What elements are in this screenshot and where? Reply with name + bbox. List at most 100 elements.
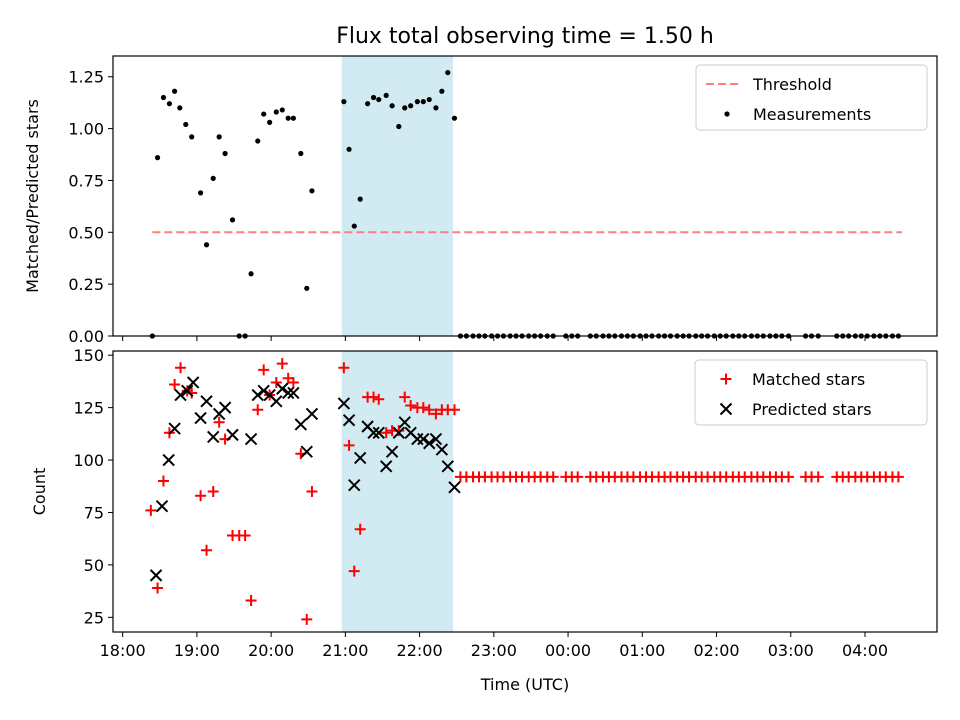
matched-star-point: [213, 416, 225, 428]
legend-predicted-swatch: [719, 402, 733, 416]
measurement-point: [370, 94, 377, 101]
predicted-star-point: [251, 388, 264, 402]
matched-star-point: [169, 379, 181, 391]
y-tick-label: 100: [73, 451, 104, 470]
y-tick-label: 0.00: [68, 327, 104, 346]
predicted-star-point: [435, 443, 449, 456]
legend-label: Matched stars: [752, 370, 865, 389]
predicted-star-point: [200, 395, 213, 408]
predicted-star-point: [429, 432, 443, 446]
measurement-point: [451, 115, 458, 121]
measurement-point: [273, 109, 279, 115]
matched-star-point: [812, 471, 824, 483]
matched-star-point: [417, 402, 429, 414]
measurement-point: [267, 119, 273, 125]
measurement-point: [285, 115, 291, 121]
predicted-star-point: [186, 376, 200, 389]
predicted-star-point: [276, 382, 289, 395]
predicted-star-point: [385, 445, 399, 458]
y-tick-label: 0.25: [68, 275, 104, 294]
predicted-star-point: [379, 460, 393, 473]
matched-star-point: [195, 490, 207, 502]
matched-star-point: [245, 595, 257, 607]
measurement-point: [298, 150, 304, 157]
matched-star-point: [448, 404, 460, 416]
measurement-point: [433, 105, 439, 111]
x-tick-label: 04:00: [842, 641, 888, 660]
measurement-point: [351, 223, 357, 229]
y-tick-label: 1.25: [68, 68, 104, 87]
measurement-point: [261, 111, 267, 117]
matched-star-point: [380, 427, 392, 439]
predicted-star-point: [244, 432, 258, 446]
measurement-point: [279, 107, 285, 113]
y-axis-label: Count: [30, 468, 49, 516]
matched-star-point: [348, 565, 360, 577]
x-tick-label: 20:00: [248, 641, 294, 660]
predicted-star-point: [226, 428, 239, 442]
matched-star-point: [547, 471, 559, 483]
y-tick-label: 1.00: [68, 120, 104, 139]
x-tick-label: 02:00: [693, 641, 739, 660]
matched-star-point: [301, 613, 313, 625]
legend: Matched stars Predicted stars: [694, 359, 928, 426]
measurement-point: [304, 285, 310, 291]
legend-label: Measurements: [753, 105, 871, 124]
matched-star-point: [306, 486, 318, 497]
x-tick-label: 03:00: [768, 641, 814, 660]
predicted-star-point: [300, 445, 313, 458]
measurement-point: [255, 138, 261, 144]
matched-star-point: [368, 391, 380, 403]
predicted-star-point: [392, 426, 406, 439]
predicted-star-point: [353, 451, 367, 465]
predicted-star-point: [342, 413, 356, 427]
y-tick-label: 25: [84, 608, 104, 627]
matched-star-point: [207, 486, 219, 497]
chart-title: Flux total observing time = 1.50 h: [336, 24, 714, 49]
matched-star-point: [572, 471, 584, 483]
matched-star-point: [270, 376, 282, 388]
predicted-star-point: [441, 460, 455, 473]
measurement-point: [408, 103, 414, 109]
predicted-star-point: [367, 426, 380, 439]
bottom-panel: 25 50 75 100 125 150 18:00 19:00 20:00 21:00 22:00…: [30, 346, 938, 660]
measurement-point: [365, 101, 371, 107]
predicted-star-point: [194, 411, 207, 425]
predicted-star-point: [270, 395, 283, 408]
predicted-star-point: [294, 418, 308, 431]
matched-star-point: [175, 362, 187, 374]
matched-star-point: [354, 523, 366, 535]
measurement-point: [216, 134, 222, 140]
predicted-star-point: [337, 397, 351, 410]
matched-star-point: [152, 582, 164, 594]
y-tick-label: 125: [73, 399, 104, 418]
observing-window-band: [341, 56, 453, 336]
measurement-point: [189, 134, 195, 140]
x-tick-label: 18:00: [100, 641, 146, 660]
predicted-star-point: [423, 437, 436, 450]
predicted-star-point: [174, 388, 187, 402]
matched-star-point: [276, 358, 288, 370]
matched-star-point: [373, 393, 385, 405]
predicted-star-point: [257, 384, 270, 398]
measurement-point: [197, 190, 204, 196]
measurement-point: [357, 196, 363, 202]
plot-frame: [112, 55, 938, 337]
x-tick-label: 21:00: [322, 641, 368, 660]
matched-star-point: [239, 530, 251, 542]
matched-star-point: [430, 408, 442, 420]
legend-label: Predicted stars: [752, 400, 872, 419]
x-tick-label: 22:00: [397, 641, 443, 660]
x-axis-label: Time (UTC): [480, 675, 569, 694]
predicted-star-point: [149, 569, 163, 582]
top-panel: 0.00 0.25 0.50 0.75 1.00 1.25 Matched/Predicte…: [23, 55, 938, 346]
y-tick-label: 0.50: [68, 223, 104, 242]
measurement-point: [383, 92, 389, 99]
legend-box: [694, 359, 928, 426]
matched-star-point: [892, 471, 904, 483]
y-tick-label: 150: [73, 346, 104, 365]
predicted-star-point: [155, 499, 169, 513]
legend-matched-swatch: [720, 373, 732, 385]
predicted-star-point: [287, 386, 300, 400]
plot-frame: [112, 350, 938, 633]
